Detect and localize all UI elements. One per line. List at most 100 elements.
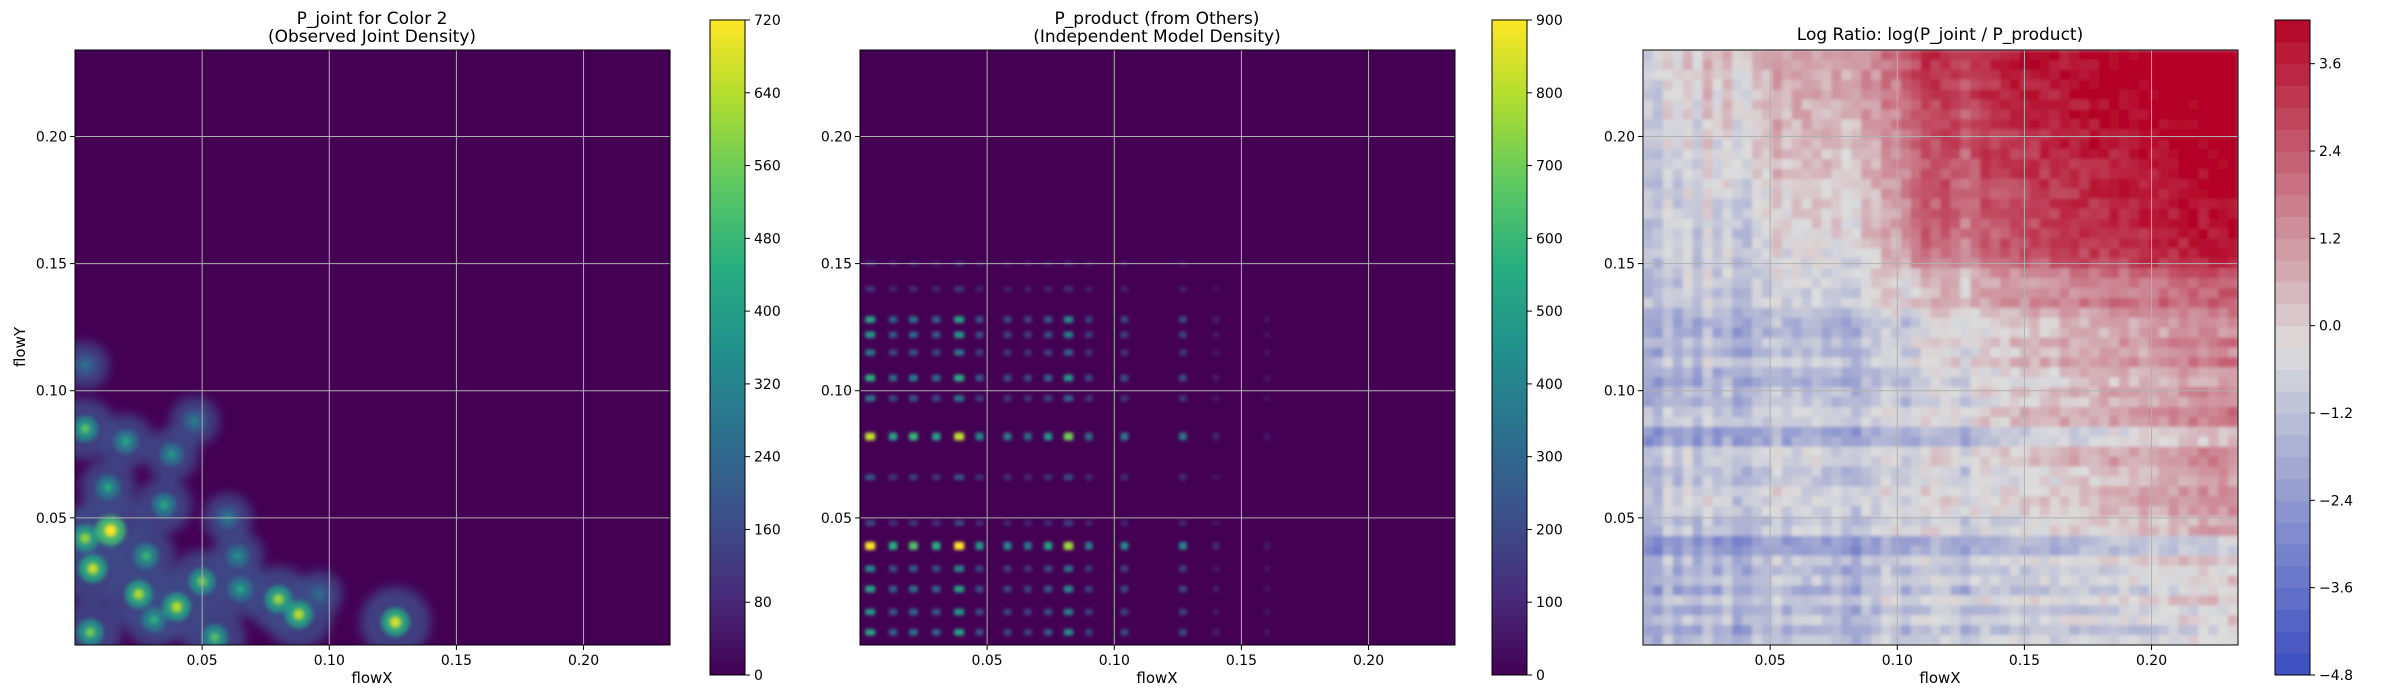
log-ratio-cell <box>1990 248 2001 259</box>
log-ratio-cell <box>2228 535 2238 547</box>
log-ratio-cell <box>1771 516 1783 527</box>
log-ratio-cell <box>1712 416 1723 428</box>
log-ratio-cell <box>1662 357 1674 368</box>
log-ratio-cell <box>1781 526 1793 537</box>
log-ratio-cell <box>1881 119 1892 130</box>
density-peak <box>149 615 159 625</box>
log-ratio-cell <box>2138 526 2150 537</box>
log-ratio-cell <box>2000 575 2011 587</box>
log-ratio-cell <box>2000 506 2011 517</box>
log-ratio-cell <box>1970 149 1981 160</box>
log-ratio-cell <box>1662 575 1674 587</box>
log-ratio-cell <box>2198 248 2209 259</box>
log-ratio-cell <box>2158 347 2170 359</box>
log-ratio-cell <box>2228 278 2238 289</box>
log-ratio-cell <box>2128 466 2140 478</box>
log-ratio-cell <box>1771 456 1783 468</box>
log-ratio-cell <box>1821 89 1833 101</box>
log-ratio-cell <box>1702 317 1714 329</box>
log-ratio-cell <box>2218 99 2229 111</box>
log-ratio-cell <box>1702 79 1714 91</box>
log-ratio-cell <box>2109 178 2120 190</box>
log-ratio-cell <box>1920 605 1932 616</box>
log-ratio-cell <box>2029 248 2041 259</box>
log-ratio-cell <box>1920 268 1932 279</box>
log-ratio-cell <box>1643 555 1654 567</box>
log-ratio-cell <box>1841 228 1852 240</box>
log-ratio-cell <box>2218 535 2229 547</box>
log-ratio-cell <box>1742 446 1753 458</box>
log-ratio-cell <box>1900 407 1912 418</box>
colorbar-tick-label: 80 <box>754 595 772 611</box>
log-ratio-cell <box>1831 407 1842 418</box>
log-ratio-cell <box>1781 288 1793 299</box>
log-ratio-cell <box>2049 317 2061 329</box>
log-ratio-cell <box>1851 238 1862 249</box>
log-ratio-cell <box>1970 248 1981 259</box>
log-ratio-cell <box>1881 188 1892 200</box>
log-ratio-cell <box>2148 149 2160 160</box>
log-ratio-cell <box>2039 476 2051 487</box>
log-ratio-cell <box>1811 109 1823 121</box>
product-cell <box>888 316 898 323</box>
log-ratio-cell <box>1732 297 1743 309</box>
log-ratio-cell <box>2198 615 2209 626</box>
log-ratio-cell <box>1742 69 1753 81</box>
log-ratio-cell <box>2099 50 2110 61</box>
log-ratio-cell <box>2039 357 2051 368</box>
log-ratio-cell <box>2059 218 2071 230</box>
log-ratio-cell <box>1662 248 1674 259</box>
log-ratio-cell <box>2039 337 2051 349</box>
log-ratio-cell <box>1652 178 1664 190</box>
log-ratio-cell <box>1791 357 1803 368</box>
log-ratio-cell <box>2000 297 2011 309</box>
log-ratio-cell <box>2069 59 2080 71</box>
log-ratio-cell <box>2218 416 2229 428</box>
log-ratio-cell <box>1781 208 1793 220</box>
log-ratio-cell <box>1930 416 1942 428</box>
colorbar-band <box>2275 369 2310 392</box>
log-ratio-cell <box>1910 446 1922 458</box>
log-ratio-cell <box>1851 377 1862 388</box>
log-ratio-cell <box>2089 555 2100 567</box>
log-ratio-cell <box>1841 466 1852 478</box>
log-ratio-cell <box>1742 585 1753 597</box>
product-cell <box>865 349 876 356</box>
log-ratio-cell <box>1811 278 1823 289</box>
log-ratio-cell <box>2208 297 2219 309</box>
log-ratio-cell <box>1831 50 1842 61</box>
log-ratio-cell <box>1771 635 1783 645</box>
log-ratio-cell <box>2009 149 2021 160</box>
log-ratio-cell <box>2029 327 2041 339</box>
log-ratio-cell <box>1861 50 1872 61</box>
log-ratio-cell <box>1712 89 1723 101</box>
log-ratio-cell <box>1682 149 1694 160</box>
log-ratio-cell <box>1841 69 1852 81</box>
log-ratio-cell <box>2049 50 2061 61</box>
log-ratio-cell <box>2188 466 2199 478</box>
log-ratio-cell <box>1643 129 1654 140</box>
log-ratio-cell <box>2000 466 2011 478</box>
log-ratio-cell <box>1752 109 1763 121</box>
log-ratio-cell <box>1781 198 1793 210</box>
log-ratio-cell <box>1831 516 1842 527</box>
log-ratio-cell <box>2188 59 2199 71</box>
log-ratio-cell <box>1752 456 1763 468</box>
log-ratio-cell <box>2069 188 2080 200</box>
log-ratio-cell <box>1910 119 1922 130</box>
log-ratio-cell <box>2089 99 2100 111</box>
log-ratio-cell <box>2228 377 2238 388</box>
log-ratio-cell <box>1811 595 1823 606</box>
log-ratio-cell <box>1801 297 1813 309</box>
log-ratio-cell <box>2049 278 2061 289</box>
log-ratio-cell <box>1643 50 1654 61</box>
log-ratio-cell <box>2198 486 2209 497</box>
log-ratio-cell <box>1732 89 1743 101</box>
log-ratio-cell <box>2039 615 2051 626</box>
log-ratio-cell <box>1940 446 1952 458</box>
log-ratio-cell <box>1890 407 1902 418</box>
log-ratio-cell <box>1831 476 1842 487</box>
log-ratio-cell <box>1920 248 1932 259</box>
log-ratio-cell <box>2059 317 2071 329</box>
log-ratio-cell <box>1871 129 1882 140</box>
